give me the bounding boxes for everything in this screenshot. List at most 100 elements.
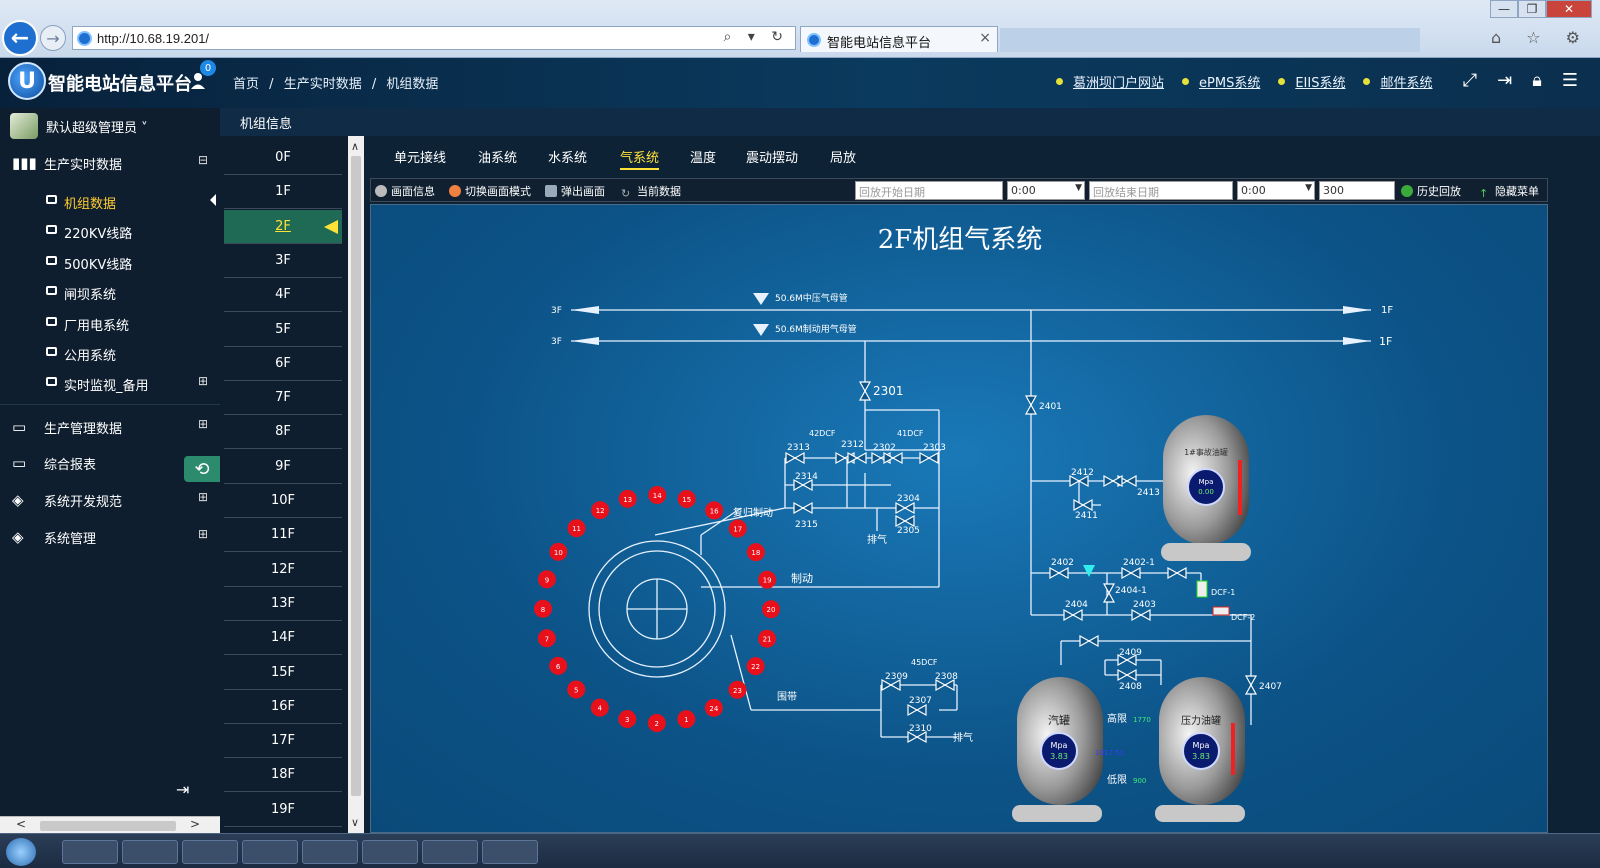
valve-2411[interactable] bbox=[1073, 498, 1093, 512]
forward-button[interactable]: → bbox=[40, 25, 66, 51]
menu-group-system-management[interactable]: ◈ 系统管理 ⊞ bbox=[12, 527, 208, 547]
taskbar-app[interactable] bbox=[62, 840, 118, 864]
sidebar-item-public[interactable]: 公用系统 bbox=[0, 338, 220, 368]
valve-aux-3[interactable] bbox=[1167, 566, 1187, 580]
ring-node-13[interactable] bbox=[618, 489, 637, 508]
ring-node-20[interactable] bbox=[761, 600, 780, 619]
floor-item-12f[interactable]: 12F bbox=[224, 553, 342, 587]
taskbar-app[interactable] bbox=[122, 840, 178, 864]
link-epms[interactable]: ePMS系统 bbox=[1182, 72, 1260, 91]
ring-node-9[interactable] bbox=[537, 570, 556, 589]
valve-2314[interactable] bbox=[793, 478, 813, 492]
valve-2309[interactable] bbox=[881, 678, 901, 692]
sidebar-item-220kv[interactable]: 220KV线路 bbox=[0, 216, 220, 246]
start-date-input[interactable]: 回放开始日期 bbox=[855, 181, 1003, 200]
address-bar[interactable]: http://10.68.19.201/ ⌕ ▾ ↻ bbox=[72, 26, 796, 50]
minimize-button[interactable]: — bbox=[1490, 0, 1518, 18]
menu-group-dev-standards[interactable]: ◈ 系统开发规范 ⊞ bbox=[12, 490, 208, 510]
valve-aux-1[interactable] bbox=[883, 451, 903, 465]
scroll-up-icon[interactable]: ∧ bbox=[351, 140, 360, 153]
floor-item-19f[interactable]: 19F bbox=[224, 793, 342, 827]
tank-pressure-oil[interactable] bbox=[1155, 677, 1245, 822]
ring-node-22[interactable] bbox=[746, 657, 765, 676]
sidebar-item-monitor-backup[interactable]: 实时监视_备用 ⊞ bbox=[0, 368, 220, 398]
taskbar-app[interactable] bbox=[422, 840, 478, 864]
ring-node-11[interactable] bbox=[567, 519, 586, 538]
ring-node-24[interactable] bbox=[704, 698, 723, 717]
ring-node-23[interactable] bbox=[728, 680, 747, 699]
history-playback-button[interactable]: 历史回放 bbox=[1401, 183, 1461, 199]
sidebar-item-dam[interactable]: 闸坝系统 bbox=[0, 277, 220, 307]
floor-item-5f[interactable]: 5F bbox=[224, 313, 342, 347]
tab-6[interactable]: 局放 bbox=[830, 151, 857, 166]
ring-node-15[interactable] bbox=[677, 489, 696, 508]
taskbar-app[interactable] bbox=[362, 840, 418, 864]
ring-node-12[interactable] bbox=[591, 501, 610, 520]
link-eiis[interactable]: EIIS系统 bbox=[1278, 72, 1345, 91]
valve-2307[interactable] bbox=[907, 703, 927, 717]
floor-item-11f[interactable]: 11F bbox=[224, 518, 342, 553]
ring-node-19[interactable] bbox=[758, 570, 777, 589]
valve-2412[interactable] bbox=[1069, 474, 1089, 488]
breadcrumb-production[interactable]: 生产实时数据 bbox=[283, 77, 362, 92]
valve-2401[interactable] bbox=[1024, 395, 1038, 415]
ring-node-7[interactable] bbox=[537, 629, 556, 648]
valve-2407[interactable] bbox=[1244, 675, 1258, 695]
lock-icon[interactable]: 🔒︎ bbox=[1532, 70, 1542, 91]
valve-aux-0[interactable] bbox=[847, 451, 867, 465]
valve-2402[interactable] bbox=[1049, 566, 1069, 580]
menu-icon[interactable]: ☰ bbox=[1561, 70, 1578, 91]
floor-item-4f[interactable]: 4F bbox=[224, 278, 342, 313]
sidebar-item-unit-data[interactable]: 机组数据 bbox=[0, 186, 220, 216]
valve-2301[interactable] bbox=[858, 381, 872, 401]
address-tools-icon[interactable]: ⌕ ▾ ↻ bbox=[723, 29, 789, 45]
ring-node-18[interactable] bbox=[746, 543, 765, 562]
ring-node-3[interactable] bbox=[618, 710, 637, 729]
floor-item-15f[interactable]: 15F bbox=[224, 656, 342, 690]
floor-item-14f[interactable]: 14F bbox=[224, 621, 342, 656]
floor-item-1f[interactable]: 1F bbox=[224, 175, 342, 210]
ring-node-5[interactable] bbox=[567, 680, 586, 699]
valve-2404-1[interactable] bbox=[1102, 583, 1116, 603]
ring-node-4[interactable] bbox=[590, 698, 609, 717]
screen-info-button[interactable]: 画面信息 bbox=[375, 183, 435, 199]
switch-mode-button[interactable]: 切换画面模式 bbox=[449, 183, 531, 199]
new-tab-area[interactable] bbox=[1000, 28, 1420, 52]
current-data-button[interactable]: ↻ 当前数据 bbox=[621, 185, 681, 200]
ring-node-2[interactable] bbox=[647, 713, 666, 732]
tab-0[interactable]: 单元接线 bbox=[394, 151, 447, 166]
tank-accident-oil[interactable] bbox=[1161, 415, 1251, 561]
user-icon[interactable] bbox=[190, 72, 206, 90]
link-gezhouba-portal[interactable]: 葛洲坝门户网站 bbox=[1056, 72, 1164, 91]
user-name[interactable]: 默认超级管理员 ˅ bbox=[46, 121, 148, 136]
floor-item-10f[interactable]: 10F bbox=[224, 484, 342, 518]
valve-2313[interactable] bbox=[785, 451, 805, 465]
menu-group-production-realtime[interactable]: ▮▮▮ 生产实时数据 ⊟ bbox=[12, 153, 208, 173]
taskbar-app[interactable] bbox=[242, 840, 298, 864]
breadcrumb-home[interactable]: 首页 bbox=[233, 77, 260, 92]
ring-node-14[interactable] bbox=[648, 486, 667, 505]
hide-menu-button[interactable]: ↑ 隐藏菜单 bbox=[1479, 185, 1539, 200]
floor-item-7f[interactable]: 7F bbox=[224, 381, 342, 416]
valve-2315[interactable] bbox=[793, 501, 813, 515]
valve-aux-4[interactable] bbox=[1079, 634, 1099, 648]
floor-item-0f[interactable]: 0F bbox=[224, 141, 342, 175]
tab-3[interactable]: 气系统 bbox=[620, 147, 660, 170]
interval-input[interactable]: 300 bbox=[1319, 181, 1395, 200]
taskbar-app[interactable] bbox=[482, 840, 538, 864]
url-text[interactable]: http://10.68.19.201/ bbox=[97, 31, 210, 46]
floor-item-16f[interactable]: 16F bbox=[224, 690, 342, 724]
scroll-right-icon[interactable]: > bbox=[189, 817, 200, 831]
collapse-icon[interactable]: ⊟ bbox=[197, 153, 208, 167]
expand-icon[interactable]: ⊞ bbox=[197, 490, 208, 504]
tab-4[interactable]: 温度 bbox=[690, 151, 717, 166]
valve-2310[interactable] bbox=[907, 730, 927, 744]
sidebar-item-plant-power[interactable]: 厂用电系统 bbox=[0, 308, 220, 338]
valve-2303[interactable] bbox=[919, 451, 939, 465]
tab-2[interactable]: 水系统 bbox=[548, 151, 588, 166]
ring-node-16[interactable] bbox=[705, 501, 724, 520]
floor-item-17f[interactable]: 17F bbox=[224, 724, 342, 759]
valve-2304[interactable] bbox=[895, 501, 915, 515]
tab-1[interactable]: 油系统 bbox=[478, 151, 518, 166]
popup-button[interactable]: 弹出画面 bbox=[545, 183, 605, 199]
